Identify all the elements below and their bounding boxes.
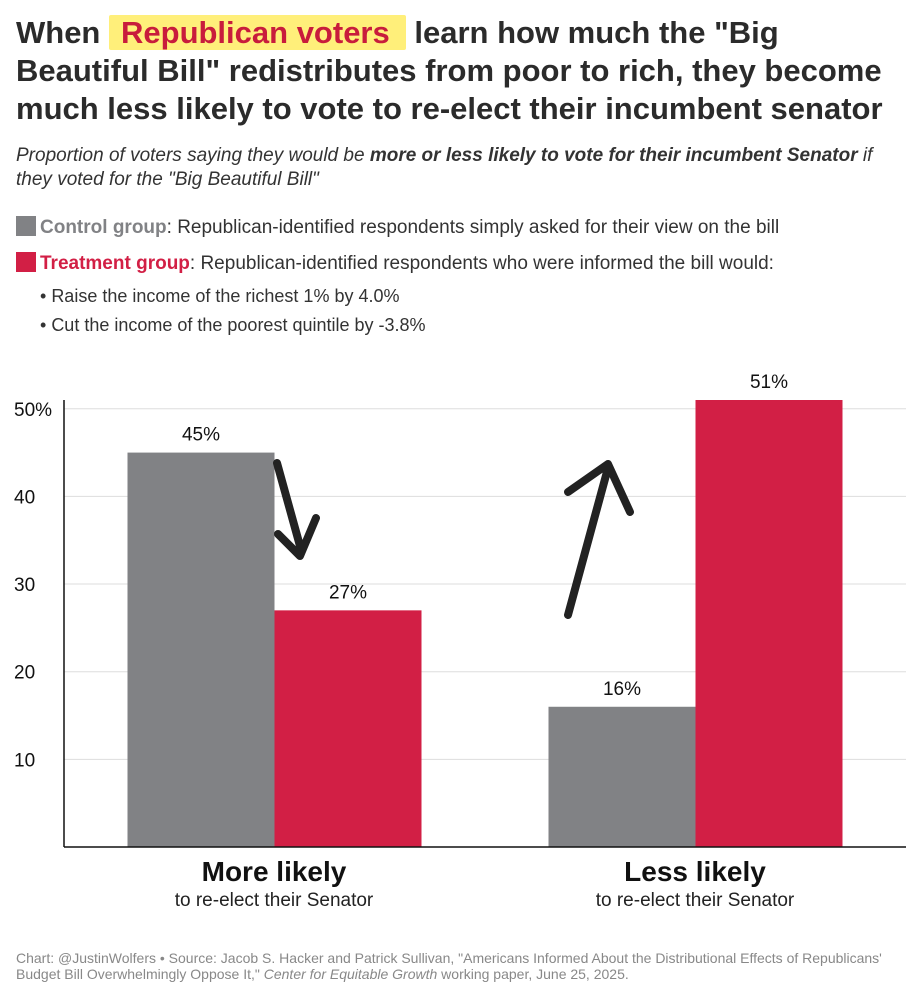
legend-control: Control group: Republican-identified res… — [16, 216, 906, 240]
down-arrow-icon — [273, 459, 320, 560]
footer-date: working paper, June 25, 2025. — [437, 966, 629, 982]
title-prefix: When — [16, 15, 101, 50]
bullet-text-1: Raise the income of the richest 1% by 4.… — [51, 286, 400, 306]
y-tick-label: 50% — [14, 400, 52, 421]
title-highlight: Republican voters — [109, 15, 406, 50]
treatment-label: Treatment group — [40, 253, 190, 274]
control-swatch — [16, 216, 36, 236]
treatment-bullet: • Cut the income of the poorest quintile… — [40, 315, 426, 335]
y-tick-label: 20 — [14, 663, 35, 684]
bar — [695, 400, 843, 847]
bullet-text-2: Cut the income of the poorest quintile b… — [51, 315, 426, 335]
data-label: 16% — [603, 679, 641, 700]
category-label: More likely — [201, 856, 347, 887]
chart-subtitle: Proportion of voters saying they would b… — [16, 144, 906, 192]
bars — [127, 400, 843, 847]
subtitle-bold: more or less likely to vote for their in… — [369, 145, 858, 166]
subtitle-part2: if they voted for the "Big Beautiful Bil… — [16, 145, 873, 190]
bar-labels: 45% 27% 16% 51% — [182, 372, 788, 700]
control-label: Control group — [40, 217, 167, 238]
up-arrow-icon — [564, 460, 634, 619]
footer-italic: Center for Equitable Growth — [263, 966, 438, 982]
data-label: 51% — [750, 372, 788, 393]
treatment-bullet: • Raise the income of the richest 1% by … — [40, 286, 400, 306]
subtitle-part1: Proportion of voters saying they would b… — [16, 145, 370, 166]
treatment-desc: : Republican-identified respondents who … — [189, 253, 774, 274]
y-tick-label: 10 — [14, 750, 35, 771]
data-label: 45% — [182, 425, 220, 446]
bar — [274, 610, 422, 847]
y-tick-label: 30 — [14, 575, 35, 596]
control-desc: : Republican-identified respondents simp… — [166, 217, 780, 238]
treatment-swatch — [16, 252, 36, 272]
bar-chart: 10 20 30 40 50% 45% 27% 16% 51% — [14, 372, 906, 848]
y-axis-ticks: 10 20 30 40 50% — [14, 400, 52, 772]
bar — [127, 452, 275, 847]
x-category-less-likely: Less likely to re-elect their Senator — [545, 855, 845, 913]
category-sublabel: to re-elect their Senator — [595, 890, 795, 911]
x-category-more-likely: More likely to re-elect their Senator — [124, 855, 424, 913]
bar — [548, 706, 696, 847]
title-rest: learn how much the "Big Beautiful Bill" … — [16, 15, 883, 126]
legend-treatment: Treatment group: Republican-identified r… — [16, 252, 906, 276]
category-label: Less likely — [624, 856, 766, 887]
y-tick-label: 40 — [14, 487, 35, 508]
data-label: 27% — [329, 582, 367, 603]
chart-title: When Republican voters learn how much th… — [16, 14, 906, 128]
category-sublabel: to re-elect their Senator — [174, 890, 374, 911]
footer-source: Chart: @JustinWolfers • Source: Jacob S.… — [16, 950, 882, 982]
chart-footer: Chart: @JustinWolfers • Source: Jacob S.… — [16, 950, 906, 982]
annotations — [273, 459, 634, 619]
